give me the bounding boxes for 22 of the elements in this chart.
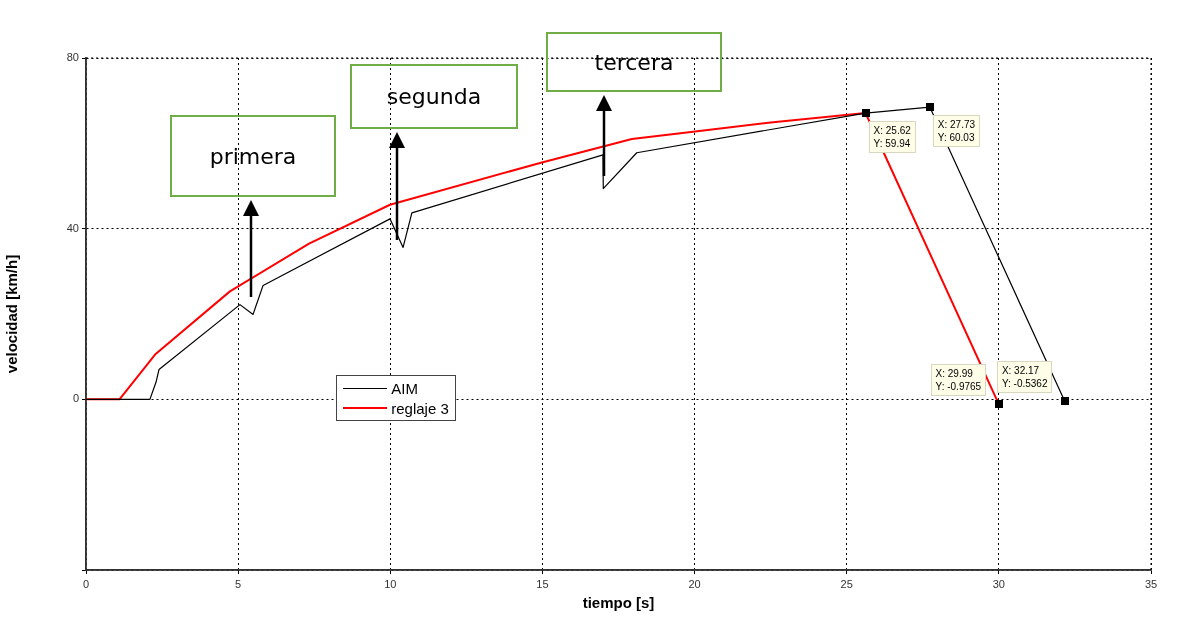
x-tick-label: 20 (688, 577, 701, 590)
x-tick-label: 35 (1144, 577, 1158, 590)
annotation: primera (170, 115, 336, 197)
legend-label: reglaje 3 (391, 399, 449, 417)
x-axis-title: tiempo [s] (582, 594, 655, 612)
annotation: X: 29.99 Y: -0.9765 (930, 363, 987, 396)
annotation: X: 32.17 Y: -0.5362 (996, 361, 1053, 394)
x-tick-label: 25 (840, 577, 853, 590)
x-tick-label: 10 (384, 577, 397, 590)
y-tick-label: 40 (66, 221, 79, 234)
y-tick-label: 80 (66, 51, 79, 64)
y-axis-title: velocidad [km/h] (3, 254, 21, 374)
y-tick-label: 0 (72, 392, 79, 405)
x-tick-label: 0 (82, 577, 90, 590)
annotation: X: 27.73 Y: 60.03 (932, 115, 981, 148)
x-tick-label: 5 (235, 577, 242, 590)
legend-label: AIM (391, 379, 418, 397)
annotation: tercera (546, 32, 722, 92)
x-tick-label: 15 (536, 577, 549, 590)
annotation: segunda (350, 64, 518, 129)
annotation: X: 25.62 Y: 59.94 (868, 121, 916, 154)
x-tick-label: 30 (992, 577, 1005, 590)
